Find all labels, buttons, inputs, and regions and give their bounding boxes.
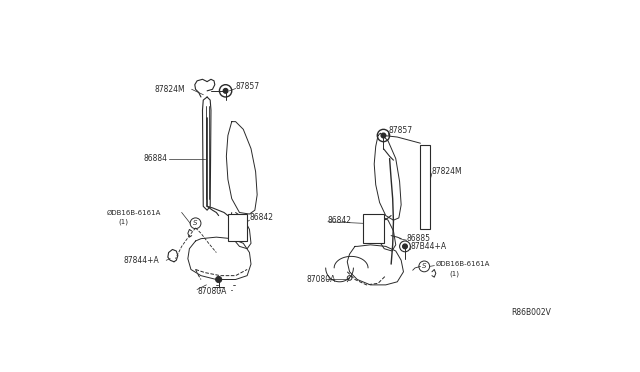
Text: 87857: 87857 [236, 83, 260, 92]
Text: S: S [193, 220, 198, 226]
Text: 86842: 86842 [328, 216, 352, 225]
Text: ØDB16B-6161A: ØDB16B-6161A [436, 261, 490, 267]
Text: 87080A: 87080A [307, 275, 336, 284]
Bar [363, 214, 384, 243]
Text: 87080A: 87080A [197, 286, 227, 295]
Text: 87857: 87857 [388, 126, 412, 135]
Text: 86884: 86884 [143, 154, 167, 163]
Text: (1): (1) [118, 218, 129, 225]
Bar [420, 145, 429, 230]
Circle shape [216, 276, 221, 283]
Text: S: S [422, 263, 426, 269]
Circle shape [223, 89, 228, 93]
Circle shape [403, 244, 407, 249]
Text: 86885: 86885 [406, 234, 431, 243]
Text: 87824M: 87824M [155, 85, 186, 94]
Text: ØDB16B-6161A: ØDB16B-6161A [106, 209, 161, 215]
Text: (1): (1) [450, 270, 460, 276]
Text: 87824M: 87824M [432, 167, 463, 176]
Text: 87844+A: 87844+A [124, 256, 160, 265]
Text: 87B44+A: 87B44+A [410, 242, 447, 251]
Circle shape [381, 133, 386, 138]
Bar [228, 214, 247, 241]
Text: 86842: 86842 [250, 214, 273, 222]
Text: R86B002V: R86B002V [511, 308, 551, 317]
